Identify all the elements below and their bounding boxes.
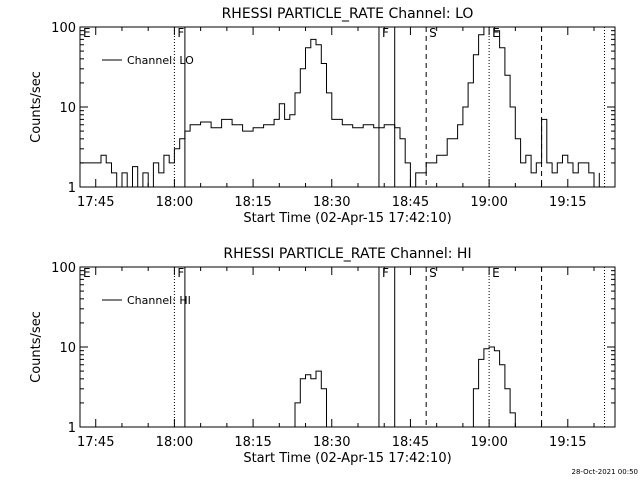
chart-title: RHESSI PARTICLE_RATE Channel: LO (222, 6, 474, 22)
x-tick-label: 19:15 (549, 195, 586, 210)
x-tick-label: 18:00 (156, 195, 193, 210)
x-tick-label: 18:15 (234, 195, 271, 210)
series-line-0 (289, 370, 327, 428)
event-marker-label: S (429, 266, 437, 280)
x-axis-label: Start Time (02-Apr-15 17:42:10) (243, 211, 451, 226)
x-tick-label: 18:45 (392, 195, 429, 210)
chart-panel-0: RHESSI PARTICLE_RATE Channel: LO 1 10 100 Co… (29, 6, 616, 226)
x-tick-label: 19:00 (470, 435, 507, 450)
legend-label: Channel: LO (127, 54, 194, 67)
x-tick-label: 18:30 (313, 435, 350, 450)
y-tick-label: 10 (59, 101, 76, 116)
event-marker-label: F (177, 266, 184, 280)
x-tick-label: 18:15 (234, 435, 271, 450)
plot-frame (79, 26, 616, 188)
event-marker-label: E (83, 26, 91, 40)
legend-label: Channel: HI (127, 294, 191, 307)
y-tick-label: 100 (51, 21, 76, 36)
x-tick-label: 17:45 (77, 195, 114, 210)
x-tick-label: 18:45 (392, 435, 429, 450)
x-tick-label: 19:15 (549, 435, 586, 450)
event-marker-label: E (492, 26, 500, 40)
y-axis-label: Counts/sec (29, 311, 44, 383)
event-marker-label: S (429, 26, 437, 40)
y-tick-label: 1 (68, 421, 76, 436)
x-tick-label: 18:00 (156, 435, 193, 450)
chart-title: RHESSI PARTICLE_RATE Channel: HI (223, 246, 471, 262)
chart-panel-1: RHESSI PARTICLE_RATE Channel: HI 1 10 100 Co… (29, 246, 616, 466)
y-tick-label: 1 (68, 181, 76, 196)
y-tick-label: 100 (51, 261, 76, 276)
event-marker-label: F (382, 266, 389, 280)
event-marker-label: F (177, 26, 184, 40)
plot-frame (79, 266, 616, 428)
series-line-1 (468, 346, 516, 428)
x-axis-label: Start Time (02-Apr-15 17:42:10) (243, 451, 451, 466)
x-tick-label: 19:00 (470, 195, 507, 210)
y-tick-label: 10 (59, 341, 76, 356)
y-axis-label: Counts/sec (29, 71, 44, 143)
event-marker-label: E (83, 266, 91, 280)
event-marker-label: F (382, 26, 389, 40)
series-line-0 (80, 26, 600, 188)
x-tick-label: 17:45 (77, 435, 114, 450)
x-tick-label: 18:30 (313, 195, 350, 210)
event-marker-label: E (492, 266, 500, 280)
footer-timestamp: 28-Oct-2021 00:50 (571, 468, 638, 476)
